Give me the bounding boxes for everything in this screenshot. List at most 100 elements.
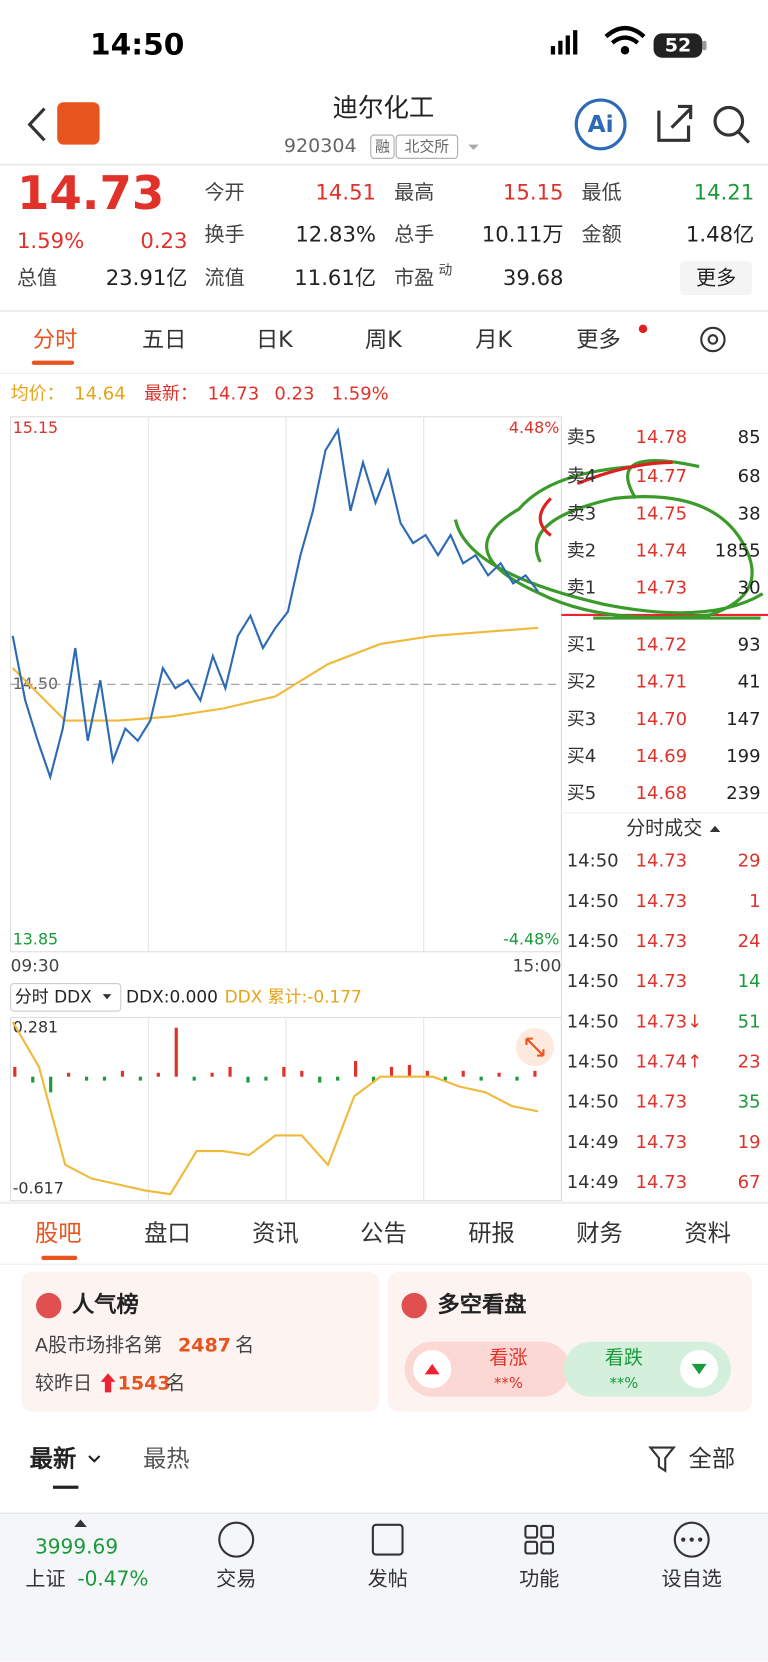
ddx-bar [67,1072,71,1077]
book-volume: 199 [726,746,760,767]
last-value: 14.73 [208,384,260,405]
ddx-bar [425,1070,429,1077]
trade-volume: 19 [738,1132,761,1153]
book-price: 14.71 [636,672,688,693]
book-label: 买5 [567,783,596,804]
bear-label[interactable]: 看跌 [605,1347,643,1369]
trade-price: 14.73 [636,931,688,952]
field-value: 10.11万 [482,222,564,247]
book-label: 买3 [567,709,596,730]
field-value: 23.91亿 [106,265,188,290]
book-label: 卖1 [567,577,596,598]
more-button[interactable]: 更多 [696,266,736,290]
field-value: 15.15 [503,179,564,204]
book-label: 买1 [567,635,596,656]
last-change: 0.23 [274,384,314,405]
trade-price: 14.73 [636,1092,688,1113]
chart-tab[interactable]: 日K [256,327,294,353]
trade-price: 14.73↓ [636,1011,703,1032]
right-label: -4.48% [503,930,559,949]
field-value: 39.68 [503,265,564,290]
section-tab[interactable]: 财务 [576,1220,623,1247]
trade-price: 14.74↑ [636,1051,703,1072]
ai-button[interactable]: Ai [588,111,614,138]
nav-item[interactable]: 功能 [519,1566,559,1590]
nav-item[interactable]: 设自选 [662,1566,722,1590]
ddx-bar [318,1076,322,1083]
book-price: 14.75 [636,503,688,524]
ddx-bar [13,1066,17,1077]
book-volume: 147 [726,709,760,730]
delta-prefix: 较昨日 [35,1372,92,1394]
stock-code: 920304 [284,135,357,157]
section-tab[interactable]: 资料 [684,1220,731,1247]
ddx-bar [120,1070,125,1077]
field-label: 市盈 [394,266,434,290]
book-price: 14.77 [636,466,688,487]
delta: 1543 [118,1372,171,1394]
chart-tab[interactable]: 更多 [576,327,620,353]
ddx-bar [389,1066,394,1077]
ddx-bar [282,1066,286,1077]
filter-hot[interactable]: 最热 [143,1446,190,1473]
card-title: 多空看盘 [437,1291,526,1318]
trades-title: 分时成交 [626,817,702,839]
field-sup: 动 [439,263,453,279]
field-value: 11.61亿 [294,265,376,290]
field-label: 金额 [582,222,622,246]
trade-time: 14:49 [567,1172,619,1193]
field-label: 今开 [204,180,244,204]
field-label: 最低 [582,180,622,204]
section-tab[interactable]: 盘口 [144,1220,191,1247]
section-tab[interactable]: 股吧 [35,1220,82,1247]
change: 0.23 [140,228,187,253]
field-label: 最高 [394,180,434,204]
ddx-bar [300,1070,304,1077]
chart-tab[interactable]: 月K [475,327,513,353]
ddx-bar [210,1072,214,1077]
book-volume: 30 [738,577,761,598]
book-label: 卖3 [567,503,596,524]
book-label: 卖4 [567,466,596,487]
book-volume: 38 [738,503,761,524]
ddx-selector[interactable]: 分时 DDX [15,986,92,1006]
x-label: 09:30 [11,956,60,976]
ddx-bar [371,1076,376,1083]
section-tab[interactable]: 资讯 [252,1220,299,1247]
bull-pct: **% [494,1375,523,1392]
trade-time: 14:49 [567,1132,619,1153]
field-value: 14.21 [694,179,755,204]
book-volume: 239 [726,783,760,804]
nav-item[interactable]: 发帖 [368,1566,408,1590]
chart-tab[interactable]: 分时 [33,327,77,353]
ddx-label: DDX:0.000 [126,986,218,1006]
ddx-bar [138,1076,142,1081]
nav-item[interactable]: 交易 [216,1566,256,1590]
filter-latest[interactable]: 最新 [30,1445,77,1473]
book-volume: 93 [738,635,761,656]
ddx-bar [461,1070,465,1077]
trade-time: 14:50 [567,1051,619,1072]
y-tick-label: -0.617 [13,1179,64,1198]
book-label: 卖2 [567,540,596,561]
section-tab[interactable]: 公告 [360,1220,407,1247]
section-tab[interactable]: 研报 [468,1220,515,1247]
chart-tab[interactable]: 五日 [142,327,186,353]
field-value: 12.83% [295,222,376,247]
price-line [11,427,539,781]
ddx-bar [407,1064,411,1077]
bull-label[interactable]: 看涨 [489,1347,527,1369]
index-change: -0.47% [77,1566,148,1590]
chart-tab[interactable]: 周K [365,327,403,353]
book-price: 14.74 [636,540,688,561]
ddx-bar [246,1076,250,1083]
last-label: 最新： [144,384,198,405]
rank-suffix: 名 [235,1334,254,1356]
filter-all[interactable]: 全部 [689,1446,736,1473]
ddx-bar [192,1076,196,1081]
avg-value: 14.64 [74,384,126,405]
ddx-bar [497,1072,501,1077]
trade-volume: 14 [738,971,761,992]
y-tick-label: 15.15 [13,418,58,437]
